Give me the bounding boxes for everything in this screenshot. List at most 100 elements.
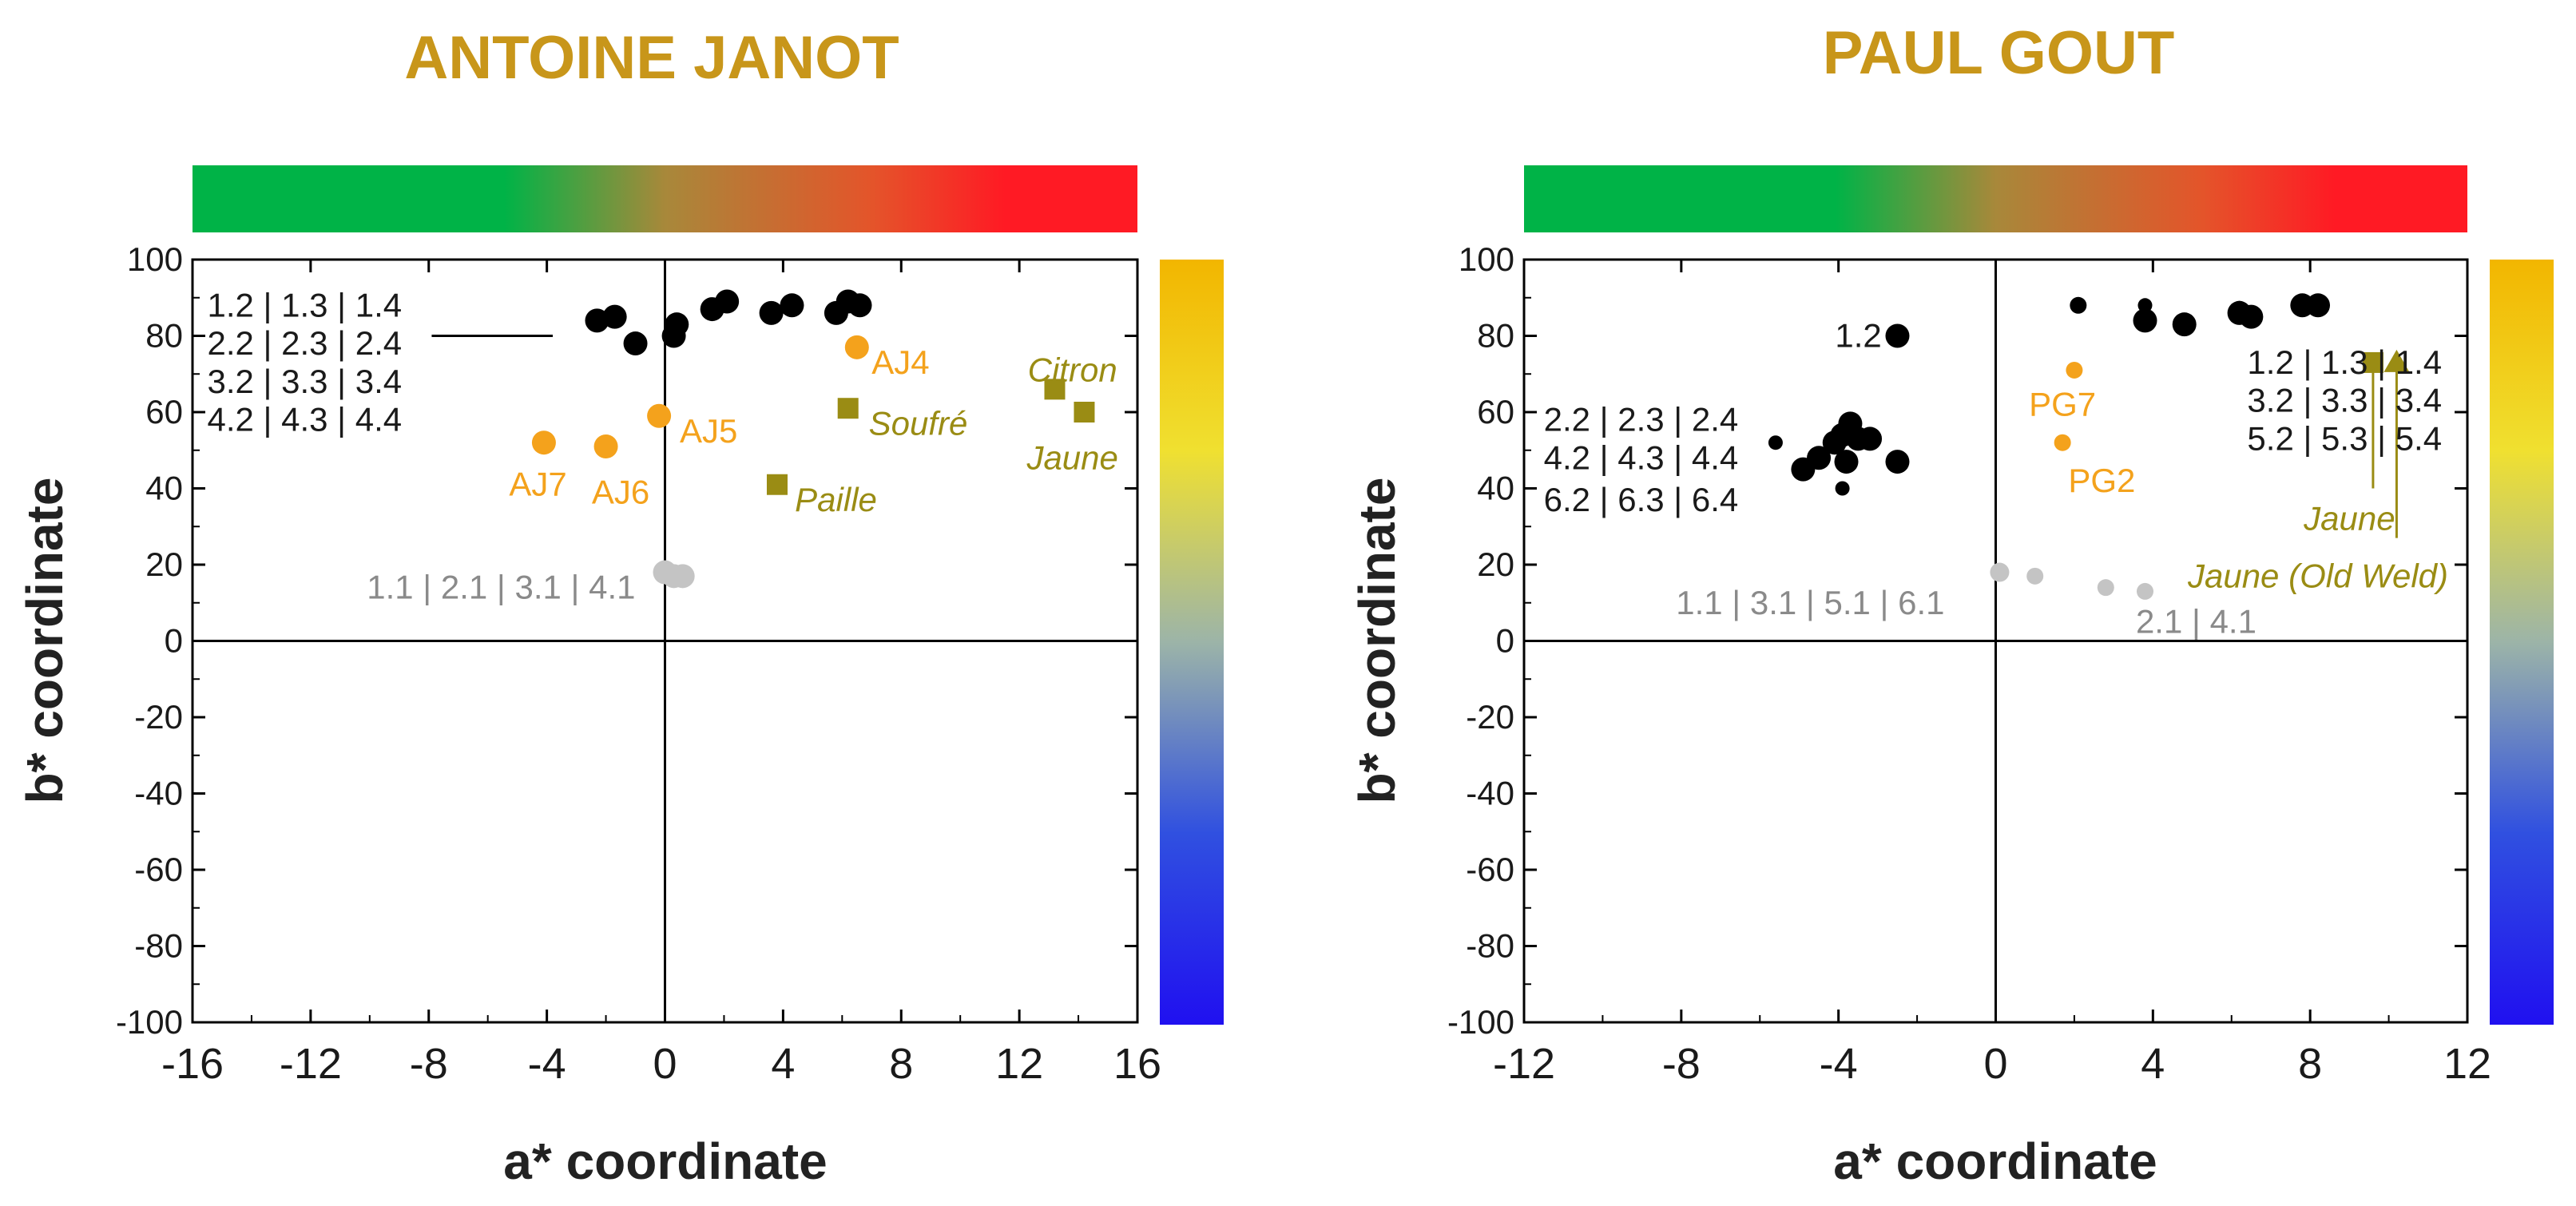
data-point-black <box>780 293 804 318</box>
annotation-label: 2.1 | 4.1 <box>2136 603 2256 641</box>
panel-paul-gout: PAUL GOUT -12 -8 -4 0 4 8 12-100-80-60-40-2002… <box>1348 19 2554 1190</box>
data-point-black <box>1885 450 1910 474</box>
x-tick-label: -8 <box>1662 1040 1701 1088</box>
annotation-label: Jaune <box>1026 438 1117 476</box>
y-tick-label: -20 <box>1466 698 1514 736</box>
y-tick-label: 100 <box>127 240 183 278</box>
x-tick-label: 4 <box>771 1040 795 1088</box>
data-point-orange <box>844 335 869 359</box>
y-tick-label: 40 <box>145 470 183 507</box>
data-point-black <box>2070 296 2087 314</box>
x-tick-label: 12 <box>995 1040 1043 1088</box>
x-tick-label: -8 <box>410 1040 448 1088</box>
y-tick-label: -60 <box>1466 851 1514 888</box>
y-tick-label: 80 <box>145 317 183 355</box>
chart-title-antoine-janot: ANTOINE JANOT <box>404 24 899 92</box>
data-point-orange <box>593 434 618 458</box>
data-point-gray <box>2026 567 2044 585</box>
data-point-olive <box>1074 402 1095 422</box>
color-gradient-bar-aj <box>193 165 1137 232</box>
y-tick-label: 80 <box>1477 317 1514 355</box>
x-tick-label: -16 <box>161 1040 224 1088</box>
y-tick-label: 60 <box>145 393 183 430</box>
annotation-label: PG7 <box>2029 385 2096 422</box>
annotation-label: AJ7 <box>509 466 566 503</box>
data-point-olive <box>1044 379 1066 400</box>
data-point-gray <box>1990 562 2010 582</box>
data-point-olive-square <box>2362 351 2383 373</box>
data-point-orange <box>2066 361 2083 379</box>
data-point-black <box>1885 323 1910 348</box>
vertical-colorbar-aj <box>1160 260 1224 1025</box>
annotation-label: 6.2 | 6.3 | 6.4 <box>1544 481 1739 518</box>
annotation-label: AJ4 <box>871 343 929 381</box>
data-point-black <box>2133 308 2157 333</box>
x-tick-label: 16 <box>1113 1040 1161 1088</box>
data-point-orange <box>2054 434 2071 451</box>
data-point-black <box>2137 298 2153 313</box>
annotation-label: Soufré <box>869 404 968 442</box>
annotation-label: 1.2 | 1.3 | 1.4 <box>2247 343 2442 381</box>
data-point-olive <box>837 398 859 419</box>
annotations-pg: 1.2 2.2 | 2.3 | 2.44.2 | 4.3 | 4.4 6.2 | 6… <box>1544 317 2448 641</box>
color-gradient-bar-pg <box>1524 165 2467 232</box>
y-tick-label: 60 <box>1477 393 1514 430</box>
data-point-black <box>1768 435 1783 450</box>
annotation-label: Paille <box>795 481 877 518</box>
annotation-label: AJ5 <box>680 412 737 450</box>
y-tick-label: -80 <box>134 927 183 965</box>
annotation-label: 1.2 <box>1835 317 1881 355</box>
chart-title-paul-gout: PAUL GOUT <box>1823 19 2175 87</box>
data-point-black <box>665 312 689 337</box>
annotation-label: 3.2 | 3.3 | 3.4 <box>2247 382 2442 419</box>
y-tick-label: -40 <box>1466 775 1514 812</box>
data-point-orange <box>531 430 556 455</box>
x-axis-label-pg: a* coordinate <box>1833 1133 2157 1190</box>
annotation-label: 3.2 | 3.3 | 3.4 <box>207 363 402 400</box>
y-tick-label: -20 <box>134 698 183 736</box>
y-tick-label: 40 <box>1477 470 1514 507</box>
data-point-olive <box>766 474 788 495</box>
y-axis-label-aj: b* coordinate <box>16 478 73 804</box>
data-point-gray <box>670 564 695 589</box>
x-tick-label: -4 <box>528 1040 566 1088</box>
annotation-label: 2.2 | 2.3 | 2.4 <box>1544 401 1739 438</box>
y-tick-label: 0 <box>1496 622 1514 660</box>
data-point-black <box>1834 450 1859 474</box>
x-tick-label: -12 <box>280 1040 342 1088</box>
x-tick-label: 12 <box>2443 1040 2491 1088</box>
annotation-label: AJ6 <box>592 473 649 510</box>
annotation-label: Jaune (Old Weld) <box>2187 557 2448 594</box>
annotation-label: 1.1 | 2.1 | 3.1 | 4.1 <box>367 569 635 606</box>
annotation-label: Jaune <box>2303 500 2395 538</box>
data-point-black <box>602 304 627 329</box>
annotation-label: 1.2 | 1.3 | 1.4 <box>207 286 402 323</box>
annotation-label: 2.2 | 2.3 | 2.4 <box>207 324 402 362</box>
data-point-black <box>847 293 872 318</box>
y-axis-label-pg: b* coordinate <box>1348 478 1406 804</box>
x-tick-label: 4 <box>2141 1040 2165 1088</box>
y-tick-label: -40 <box>134 775 183 812</box>
x-tick-label: 8 <box>2298 1040 2322 1088</box>
ticks-aj: -16 -12 -8 -4 0 4 8 12 16-100-80-60-40-200204060… <box>116 240 1161 1088</box>
y-tick-label: -100 <box>1447 1003 1514 1041</box>
data-point-black <box>1835 481 1850 496</box>
data-point-black <box>623 331 648 356</box>
x-tick-label: -12 <box>1493 1040 1555 1088</box>
data-point-gray <box>2097 579 2114 597</box>
x-tick-label: 8 <box>889 1040 913 1088</box>
data-point-black <box>2172 312 2197 337</box>
data-point-black <box>1858 426 1883 451</box>
vertical-colorbar-pg <box>2490 260 2554 1025</box>
panel-antoine-janot: ANTOINE JANOT -16 -12 -8 -4 0 4 8 12 16-100-80-6… <box>16 24 1224 1190</box>
annotation-label: 4.2 | 4.3 | 4.4 <box>207 401 402 438</box>
data-point-black <box>2306 293 2331 318</box>
annotation-lines-pg <box>2372 370 2398 538</box>
data-point-black <box>1807 446 1832 470</box>
y-tick-label: 20 <box>1477 545 1514 583</box>
y-tick-label: -60 <box>134 851 183 888</box>
data-point-orange <box>647 403 672 428</box>
annotation-label: 1.1 | 3.1 | 5.1 | 6.1 <box>1676 584 1944 621</box>
